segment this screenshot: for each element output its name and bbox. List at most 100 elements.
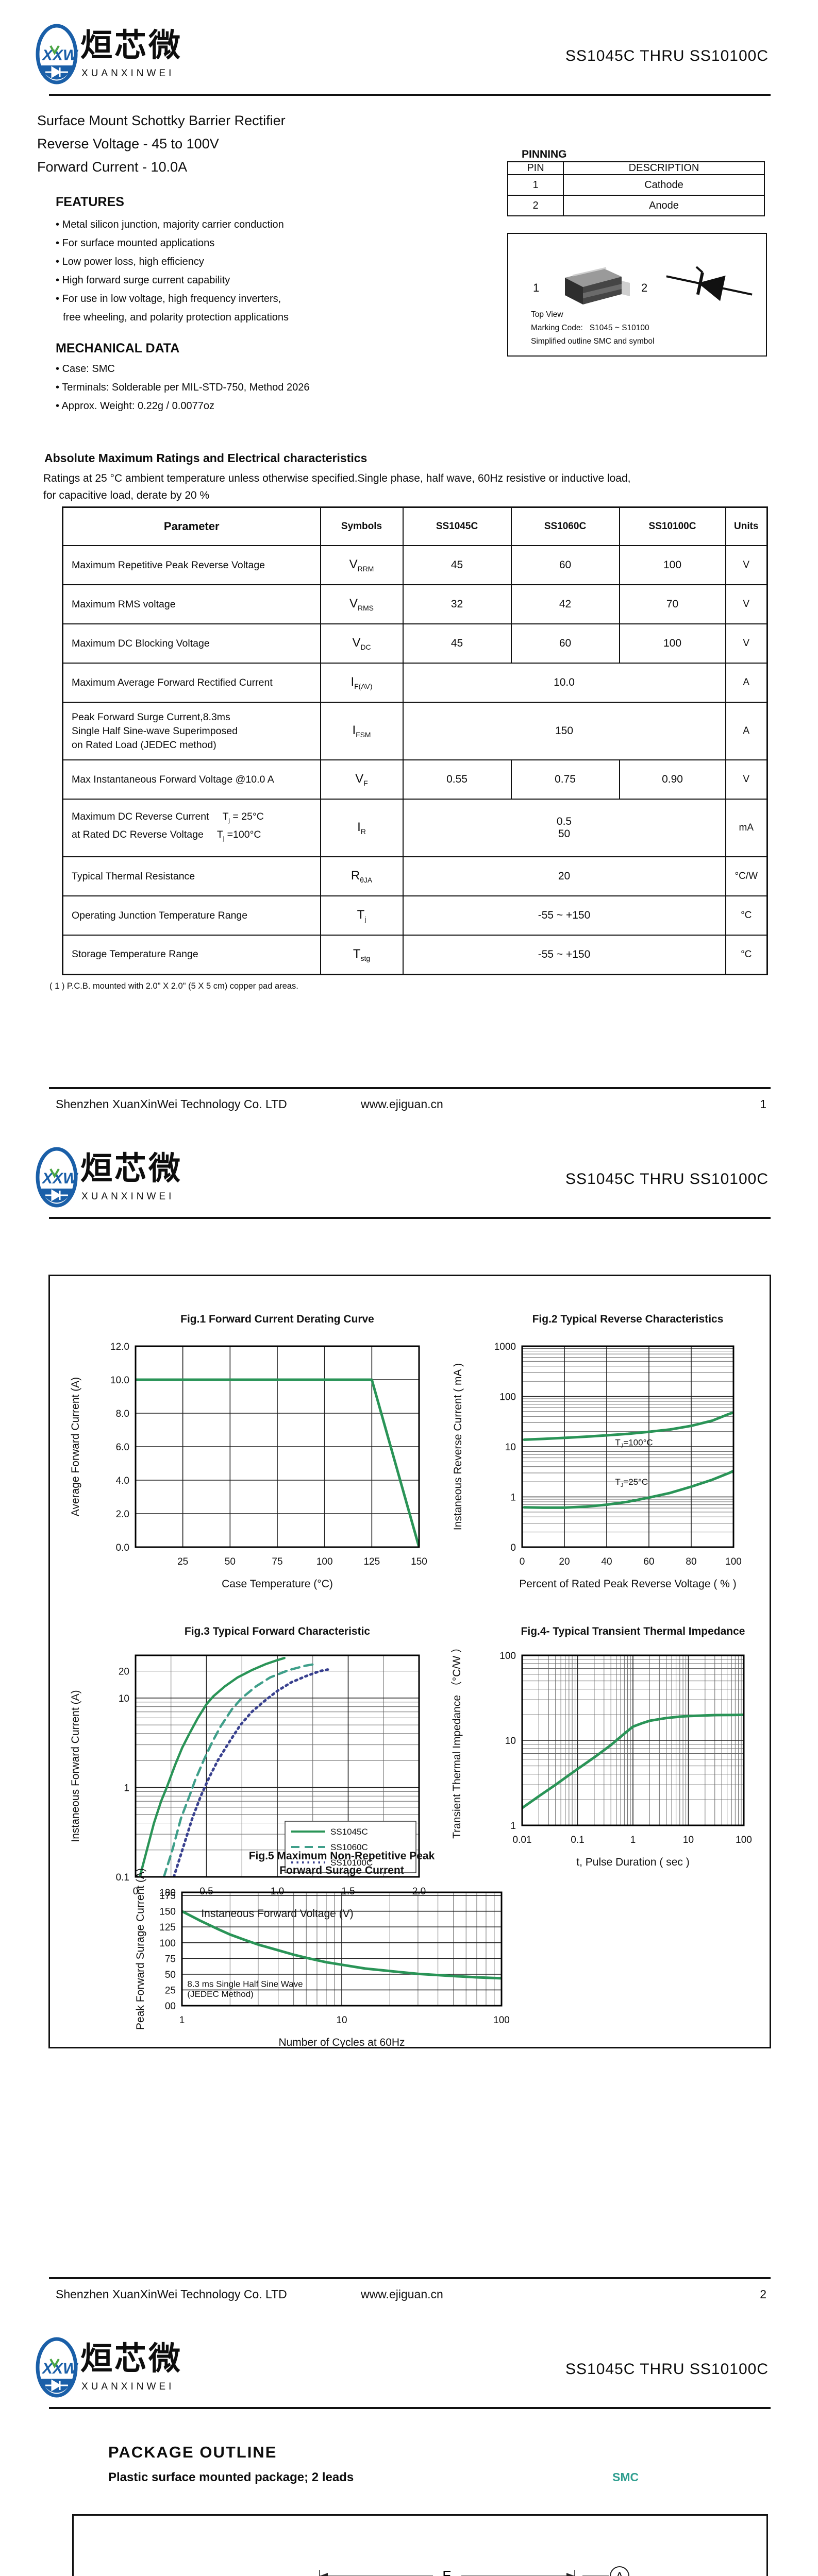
- desc-line: Surface Mount Schottky Barrier Rectifier: [37, 113, 286, 128]
- parameter-cell: Peak Forward Surge Current,8.3ms Single H…: [62, 702, 321, 760]
- fig4-transient-thermal-impedance-chart: 0.01 0.1 1 10 100 1 10 100 Fig.4- Typical Transi…: [451, 1625, 752, 1868]
- dim-A-label: A: [616, 2570, 624, 2576]
- svg-text:SS10100C: SS10100C: [330, 1858, 373, 1868]
- value-cell: 10.0: [402, 663, 726, 703]
- desc-line: Reverse Voltage - 45 to 100V: [37, 136, 219, 151]
- col-header-ss1045c: SS1045C: [402, 506, 512, 546]
- page-2: XXW 烜芯微 XUANXINWEI SS1045C THRU SS10100C…: [0, 1123, 818, 2313]
- brand-logo-emblem: XXW: [36, 24, 78, 84]
- svg-text:100: 100: [159, 1938, 176, 1949]
- svg-text:100: 100: [736, 1835, 752, 1845]
- svg-text:20: 20: [119, 1667, 129, 1677]
- unit-cell: A: [725, 702, 768, 760]
- ratings-table: Parameter Symbols SS1045C SS1060C SS1010…: [62, 506, 768, 975]
- pin-col-header: PIN: [507, 161, 564, 175]
- value-cell: 150: [402, 702, 726, 760]
- ratings-row: Maximum Average Forward Rectified Curren…: [62, 663, 768, 703]
- feature-item: Low power loss, high efficiency: [56, 252, 289, 271]
- svg-text:75: 75: [165, 1954, 176, 1964]
- svg-text:10.0: 10.0: [110, 1375, 129, 1386]
- svg-text:Transient Thermal Impedance （°: Transient Thermal Impedance （°C/W ）: [451, 1642, 463, 1839]
- symbol-cell: VDC: [320, 623, 404, 664]
- header-rule: [49, 1217, 771, 1219]
- brand-name-en: XUANXINWEI: [81, 1191, 175, 1202]
- unit-cell: °C/W: [725, 856, 768, 896]
- svg-text:100: 100: [316, 1556, 333, 1567]
- value-cell: -55 ~ +150: [402, 895, 726, 936]
- product-description: Surface Mount Schottky Barrier Rectifier…: [37, 109, 286, 179]
- svg-text:10: 10: [505, 1736, 516, 1747]
- svg-text:125: 125: [159, 1922, 176, 1933]
- page-title: SS1045C THRU SS10100C: [565, 1171, 769, 1188]
- package-outline-subtitle: Plastic surface mounted package; 2 leads: [108, 2470, 354, 2484]
- mech-item: Case: SMC: [56, 360, 309, 378]
- unit-cell: °C: [725, 895, 768, 936]
- page-title: SS1045C THRU SS10100C: [565, 47, 769, 64]
- svg-text:25: 25: [165, 1985, 176, 1996]
- desc-col-header: DESCRIPTION: [563, 161, 765, 175]
- diode-icon: [45, 1189, 68, 1201]
- pinning-cell: Anode: [563, 195, 765, 216]
- header-rule: [49, 94, 771, 96]
- svg-text:Instaneous Forward Current (A: Instaneous Forward Current (A): [70, 1690, 81, 1842]
- svg-text:75: 75: [272, 1556, 282, 1567]
- parameter-cell: Maximum DC Reverse Current Tj = 25°C at Ra…: [62, 799, 321, 857]
- svg-text:Instaneous Reverse Current ( m: Instaneous Reverse Current ( mA ): [452, 1363, 464, 1530]
- fig1-forward-current-derating-chart: 25 50 75 100 125 150 0.0 2.0 4.0 6.0 8.0 10.0 12.0 Fi…: [70, 1313, 427, 1590]
- ratings-row: Maximum Repetitive Peak Reverse Voltage V…: [62, 545, 768, 585]
- value-cell: 45: [402, 545, 512, 585]
- svg-text:00: 00: [165, 2001, 176, 2012]
- svg-text:50: 50: [225, 1556, 236, 1567]
- svg-text:1: 1: [510, 1821, 516, 1832]
- pinning-cell: Cathode: [563, 174, 765, 196]
- page-title: SS1045C THRU SS10100C: [565, 2361, 769, 2378]
- ratings-row: Typical Thermal Resistance RθJA 20 °C/W: [62, 856, 768, 896]
- unit-cell: A: [725, 663, 768, 703]
- brand-logo-emblem: XXW: [36, 2337, 78, 2398]
- unit-cell: V: [725, 584, 768, 624]
- brand-logo-emblem: XXW: [36, 1147, 78, 1208]
- svg-text:Instaneous Forward Voltage (V): Instaneous Forward Voltage (V): [201, 1908, 353, 1920]
- svg-text:180: 180: [159, 1888, 176, 1899]
- package-name: SMC: [612, 2470, 639, 2484]
- svg-text:Percent of Rated Peak Reverse: Percent of Rated Peak Reverse Voltage ( …: [519, 1578, 736, 1590]
- feature-item: High forward surge current capability: [56, 271, 289, 290]
- value-cell: 0.55: [402, 759, 512, 800]
- package-outline-heading: PACKAGE OUTLINE: [108, 2443, 277, 2461]
- svg-text:2.0: 2.0: [116, 1509, 129, 1520]
- col-header-ss1060c: SS1060C: [510, 506, 620, 546]
- brand-name-zh: 烜芯微: [80, 1151, 183, 1187]
- pinning-cell: 1: [507, 174, 564, 196]
- value-cell: 70: [619, 584, 726, 624]
- svg-text:150: 150: [159, 1907, 176, 1918]
- svg-text:150: 150: [411, 1556, 427, 1567]
- value-cell: 20: [402, 856, 726, 896]
- ratings-row: Maximum RMS voltage VRMS 32 42 70 V: [62, 584, 768, 624]
- value-cell: 42: [510, 584, 620, 624]
- footer-website: www.ejiguan.cn: [361, 2287, 443, 2301]
- pin1-label: 1: [533, 281, 540, 294]
- svg-text:Fig.3 Typical Forward Charact: Fig.3 Typical Forward Characteristic: [185, 1625, 371, 1637]
- page-3: XXW 烜芯微 XUANXINWEI SS1045C THRU SS10100C…: [0, 2313, 818, 2576]
- unit-cell: V: [725, 759, 768, 800]
- unit-cell: mA: [725, 799, 768, 857]
- value-cell: -55 ~ +150: [402, 935, 726, 975]
- feature-item: For use in low voltage, high frequency i…: [56, 290, 289, 308]
- ratings-footnote: ( 1 ) P.C.B. mounted with 2.0" X 2.0" (5…: [49, 981, 298, 991]
- feature-item: Metal silicon junction, majority carrier…: [56, 215, 289, 234]
- svg-text:60: 60: [643, 1556, 654, 1567]
- svg-text:Case Temperature (°C): Case Temperature (°C): [222, 1578, 333, 1590]
- mechanical-data-heading: MECHANICAL DATA: [56, 341, 180, 355]
- logo-initials: XXW: [41, 1170, 78, 1187]
- brand-name-zh: 烜芯微: [80, 2341, 183, 2377]
- svg-text:1: 1: [124, 1783, 129, 1793]
- footer-page-number: 2: [760, 2287, 766, 2301]
- svg-text:0.01: 0.01: [513, 1835, 532, 1845]
- footer-page-number: 1: [760, 1097, 766, 1111]
- header-rule: [49, 2407, 771, 2409]
- features-list: Metal silicon junction, majority carrier…: [56, 215, 289, 327]
- package-outline-box: 1 2 Top View Marking Code: S1045 ~ S: [507, 233, 767, 357]
